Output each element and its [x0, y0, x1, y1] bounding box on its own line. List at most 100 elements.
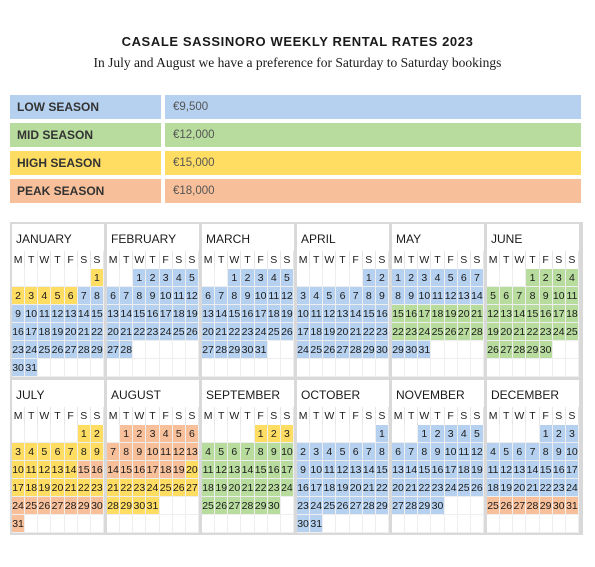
day-cell: 16	[241, 305, 255, 323]
day-cell: 18	[202, 479, 216, 497]
day-cell: 31	[418, 341, 432, 359]
day-cell: 9	[375, 287, 389, 305]
empty-cell	[51, 359, 65, 377]
day-cell: 25	[431, 323, 445, 341]
weekday-letter: T	[51, 407, 65, 425]
empty-cell	[172, 341, 186, 359]
empty-cell	[405, 359, 419, 377]
season-row-mid: MID SEASON €12,000	[10, 123, 581, 147]
day-cell: 10	[159, 287, 173, 305]
weekday-letter: T	[526, 251, 540, 269]
day-cell: 10	[146, 443, 160, 461]
weekday-letter: T	[310, 251, 324, 269]
weekday-letter: T	[500, 251, 514, 269]
weekday-letter: S	[376, 251, 389, 269]
month-name: JANUARY	[16, 232, 72, 246]
day-cell: 24	[418, 323, 432, 341]
day-cell: 8	[228, 287, 242, 305]
day-cell: 3	[159, 269, 173, 287]
empty-cell	[392, 515, 406, 533]
day-cell: 16	[405, 305, 419, 323]
day-grid: 1 2 3 4 5 6 7 8 9 10 11 12 13 14 15 16 17 18 19 20 21 22 23 24 2…	[392, 269, 484, 377]
weekday-letter: S	[566, 251, 579, 269]
month-name: MARCH	[206, 232, 250, 246]
weekday-letter: F	[350, 407, 363, 425]
weekday-letter: W	[38, 251, 52, 269]
day-cell: 3	[418, 269, 432, 287]
empty-cell	[444, 359, 458, 377]
empty-cell	[431, 341, 445, 359]
empty-cell	[228, 425, 242, 443]
day-cell: 5	[323, 287, 337, 305]
day-cell: 6	[457, 269, 471, 287]
day-grid: 1 2 3 4 5 6 7 8 9 10 11 12 13 14 15 16 17 18 19 20 21 22 23 24 2…	[487, 269, 579, 377]
empty-cell	[228, 515, 242, 533]
empty-cell	[38, 359, 52, 377]
weekday-letter: S	[363, 407, 376, 425]
day-cell: 5	[336, 443, 350, 461]
day-grid: 1 2 3 4 5 6 7 8 9 10 11 12 13 14 15 16 17 18 19 20 21 22 23 24 2…	[107, 269, 199, 377]
weekday-letter: F	[350, 251, 363, 269]
day-cell: 18	[172, 305, 186, 323]
day-cell: 6	[513, 443, 527, 461]
month-december: DECEMBER M T W T F S S 1 2 3 4 5 6 7 8 9 10 11 12 13 14 15 16 17…	[487, 380, 579, 533]
empty-cell	[526, 359, 540, 377]
day-cell: 10	[25, 305, 39, 323]
day-cell: 12	[500, 461, 514, 479]
empty-cell	[107, 269, 121, 287]
day-cell: 28	[470, 323, 484, 341]
day-cell: 12	[323, 305, 337, 323]
day-cell: 12	[444, 287, 458, 305]
empty-cell	[513, 269, 527, 287]
month-october: OCTOBER M T W T F S S 1 2 3 4 5 6 7 8 9 10 11 12 13 14 15 16 17 1…	[297, 380, 389, 533]
empty-cell	[375, 515, 389, 533]
month-september: SEPTEMBER M T W T F S S 1 2 3 4 5 6 7 8 9 10 11 12 13 14 15 16 1…	[202, 380, 294, 533]
empty-cell	[513, 515, 527, 533]
day-cell: 23	[90, 479, 104, 497]
day-cell: 16	[133, 461, 147, 479]
day-cell: 28	[120, 341, 134, 359]
day-cell: 29	[77, 497, 91, 515]
empty-cell	[552, 341, 566, 359]
month-name: DECEMBER	[491, 388, 560, 402]
day-cell: 15	[418, 461, 432, 479]
empty-cell	[241, 515, 255, 533]
weekday-letter: M	[392, 407, 406, 425]
day-cell: 20	[392, 479, 406, 497]
month-name: MAY	[396, 232, 422, 246]
empty-cell	[336, 515, 350, 533]
day-cell: 14	[349, 305, 363, 323]
day-cell: 23	[375, 323, 389, 341]
empty-cell	[405, 425, 419, 443]
empty-cell	[202, 515, 216, 533]
day-cell: 13	[185, 443, 199, 461]
day-cell: 24	[565, 479, 579, 497]
day-cell: 20	[107, 323, 121, 341]
day-cell: 5	[470, 425, 484, 443]
day-cell: 20	[349, 479, 363, 497]
season-row-high: HIGH SEASON €15,000	[10, 151, 581, 175]
day-cell: 25	[159, 479, 173, 497]
day-cell: 30	[267, 497, 281, 515]
day-cell: 26	[215, 497, 229, 515]
day-cell: 13	[336, 305, 350, 323]
day-cell: 7	[120, 287, 134, 305]
day-cell: 11	[431, 287, 445, 305]
day-cell: 7	[362, 443, 376, 461]
weekday-letter: M	[297, 407, 311, 425]
empty-cell	[185, 497, 199, 515]
empty-cell	[405, 515, 419, 533]
day-cell: 27	[500, 341, 514, 359]
empty-cell	[539, 359, 553, 377]
month-june: JUNE M T W T F S S 1 2 3 4 5 6 7 8 9 10 11 12 13 14 15 16 17 18 19…	[487, 224, 579, 377]
season-price: €18,000	[165, 179, 581, 203]
day-cell: 24	[297, 341, 311, 359]
day-cell: 30	[133, 497, 147, 515]
weekday-letter: S	[566, 407, 579, 425]
day-cell: 23	[405, 323, 419, 341]
